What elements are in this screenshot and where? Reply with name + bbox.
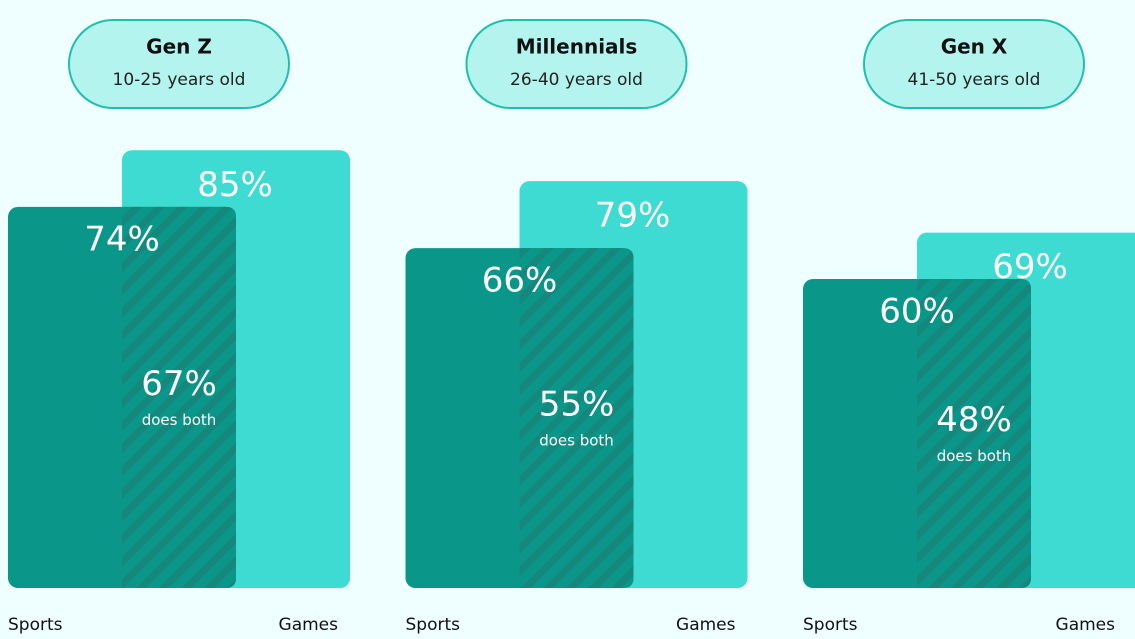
games-value-label: 85% xyxy=(197,165,273,205)
overlap-label: 55% xyxy=(539,385,615,425)
category-label: Sports xyxy=(406,615,461,635)
overlap-label: 48% xyxy=(936,400,1012,440)
games-value-label: 79% xyxy=(595,196,671,236)
category-label: Games xyxy=(676,615,736,635)
category-label: Sports xyxy=(803,615,858,635)
overlap-label: 67% xyxy=(141,364,217,404)
sports-value-label: 74% xyxy=(84,219,160,259)
overlap-hatch xyxy=(519,248,634,588)
sports-value-label: 66% xyxy=(482,261,558,301)
overlap-hatch xyxy=(917,279,1031,588)
group-subtitle: 41-50 years old xyxy=(908,70,1041,90)
group-subtitle: 26-40 years old xyxy=(510,70,643,90)
group-pill xyxy=(68,19,290,109)
sports-value-label: 60% xyxy=(879,292,955,332)
group-title: Millennials xyxy=(516,35,638,59)
games-value-label: 69% xyxy=(992,247,1068,287)
group-title: Gen X xyxy=(941,35,1008,59)
category-label: Games xyxy=(279,615,339,635)
overlap-note: does both xyxy=(937,447,1012,465)
overlap-hatch xyxy=(122,206,236,588)
category-label: Sports xyxy=(8,615,63,635)
overlap-note: does both xyxy=(539,432,614,450)
category-label: Games xyxy=(1056,615,1116,635)
group-pill xyxy=(863,19,1085,109)
overlap-note: does both xyxy=(142,411,217,429)
group-title: Gen Z xyxy=(146,35,212,59)
group-pill xyxy=(465,19,688,109)
group-subtitle: 10-25 years old xyxy=(113,70,246,90)
